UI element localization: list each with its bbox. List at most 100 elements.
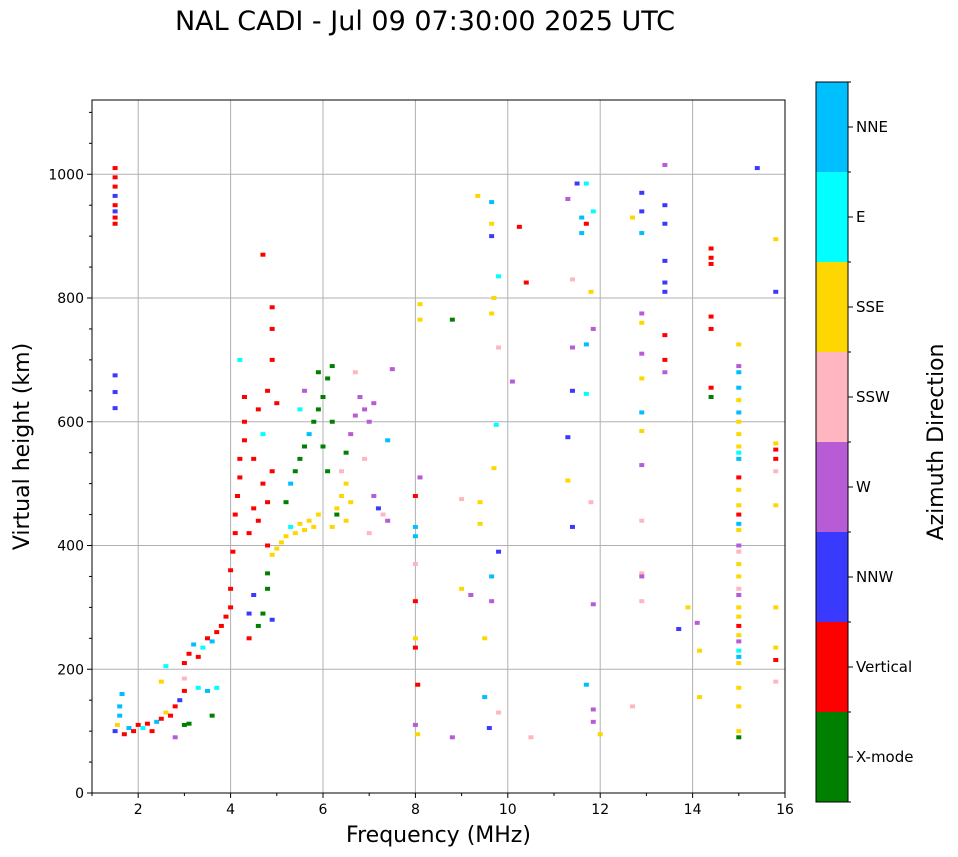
data-point-x-mode [320, 395, 326, 399]
data-point-w [569, 345, 575, 350]
data-point-x-mode [315, 370, 321, 375]
data-point-nnw [662, 289, 668, 294]
data-point-nne [736, 521, 742, 526]
data-point-ssw [639, 571, 645, 576]
data-point-nnw [569, 524, 575, 529]
data-point-nnw [639, 209, 645, 214]
data-point-vertical [205, 636, 210, 641]
data-point-vertical [218, 623, 224, 628]
data-point-x-mode [209, 713, 215, 718]
data-point-sse [269, 552, 275, 557]
data-point-ssw [569, 277, 575, 282]
data-point-sse [736, 432, 742, 437]
y-tick-label: 200 [57, 662, 84, 678]
data-point-w [639, 351, 645, 356]
colorbar-swatch-vertical [816, 622, 848, 712]
data-point-sse [158, 679, 164, 684]
data-point-nnw [773, 289, 779, 294]
data-point-sse [736, 704, 742, 709]
data-point-vertical [269, 326, 275, 331]
y-tick-label: 1000 [48, 167, 84, 183]
x-axis-label: Frequency (MHz) [346, 823, 531, 848]
data-point-w [348, 432, 354, 437]
data-point-vertical [232, 531, 238, 536]
colorbar-frame [815, 81, 849, 803]
data-point-w [412, 722, 418, 727]
data-point-sse [477, 521, 483, 526]
data-point-sse [773, 645, 779, 650]
data-point-e [214, 685, 220, 690]
data-point-nnw [486, 726, 492, 731]
data-point-ssw [459, 497, 465, 502]
data-point-sse [597, 732, 603, 737]
y-tick-label: 0 [75, 786, 84, 802]
data-point-x-mode [255, 623, 261, 628]
x-tick-label: 8 [411, 802, 420, 818]
data-point-nne [117, 704, 123, 709]
data-point-nnw [269, 617, 275, 622]
data-point-sse [736, 503, 742, 508]
data-point-vertical [235, 494, 241, 498]
data-point-nnw [251, 593, 257, 597]
data-point-w [385, 518, 391, 523]
data-point-w [590, 707, 596, 712]
y-axis-label: Virtual height (km) [10, 343, 35, 550]
data-point-x-mode [265, 571, 271, 576]
data-point-w [362, 407, 368, 412]
data-point-sse [773, 441, 779, 446]
data-point-vertical [186, 651, 192, 656]
data-point-vertical [523, 280, 529, 285]
data-point-nnw [112, 193, 118, 198]
data-point-sse [736, 419, 742, 424]
data-point-w [639, 574, 645, 579]
data-point-e [583, 181, 589, 186]
data-point-e [583, 391, 589, 396]
data-point-sse [639, 376, 645, 381]
data-point-sse [482, 636, 488, 641]
data-point-e [237, 357, 243, 362]
data-point-ssw [181, 676, 187, 681]
data-point-sse [477, 500, 483, 505]
data-point-nne [736, 654, 742, 659]
data-point-sse [415, 732, 421, 737]
data-point-sse [736, 398, 742, 403]
data-point-vertical [265, 543, 271, 548]
x-tick-label: 4 [226, 802, 235, 818]
data-point-nne [583, 342, 589, 347]
data-point-nnw [565, 435, 571, 440]
data-point-sse [736, 685, 742, 690]
data-point-e [297, 407, 303, 412]
data-point-nnw [112, 209, 118, 214]
data-point-w [468, 593, 474, 597]
data-point-vertical [241, 438, 247, 443]
data-point-nnw [676, 627, 682, 632]
data-point-vertical [412, 645, 418, 650]
x-tick-label: 12 [591, 802, 609, 818]
data-point-sse [736, 661, 742, 666]
data-point-vertical [260, 481, 266, 486]
data-point-sse [736, 633, 742, 638]
data-point-sse [475, 193, 481, 198]
data-point-e [736, 450, 742, 455]
data-point-vertical [121, 732, 127, 737]
data-point-vertical [662, 357, 668, 362]
x-tick-label: 2 [134, 802, 143, 818]
data-point-vertical [269, 305, 275, 310]
data-point-nne [288, 481, 294, 486]
data-point-nnw [112, 373, 118, 378]
data-point-nne [119, 692, 125, 696]
data-point-e [163, 664, 169, 669]
data-point-e [590, 209, 596, 214]
data-point-x-mode [315, 407, 321, 412]
data-point-sse [315, 512, 321, 517]
data-point-ssw [639, 599, 645, 604]
data-point-vertical [246, 531, 252, 536]
data-point-x-mode [260, 611, 266, 616]
data-point-nne [489, 574, 495, 579]
data-point-vertical [251, 456, 257, 461]
data-point-ssw [352, 370, 358, 375]
data-point-nne [579, 215, 585, 220]
data-point-vertical [228, 568, 234, 573]
data-point-vertical [144, 721, 150, 726]
